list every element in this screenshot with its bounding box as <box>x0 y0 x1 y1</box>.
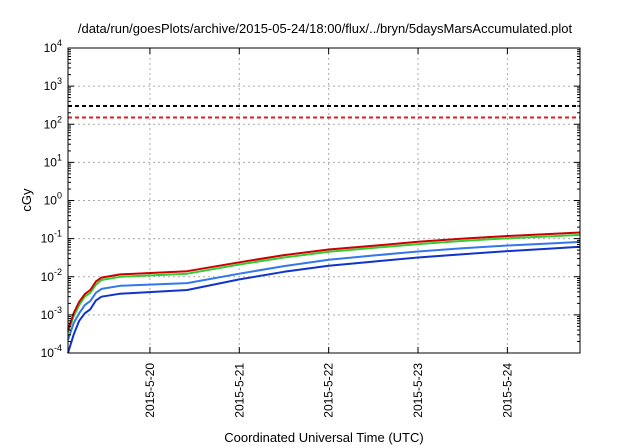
x-tick-label: 2015-5-23 <box>411 363 425 418</box>
y-tick-label: 10-1 <box>41 229 62 246</box>
y-tick-label: 100 <box>44 191 62 208</box>
y-tick-label: 103 <box>44 76 62 93</box>
y-tick-label: 101 <box>44 152 62 169</box>
grid <box>68 48 580 353</box>
y-tick-exponent: 2 <box>57 114 62 124</box>
y-tick-exponent: 3 <box>57 76 62 86</box>
y-tick-label: 102 <box>44 114 62 131</box>
y-tick-label: 104 <box>44 38 62 55</box>
y-tick-label: 10-3 <box>41 305 62 322</box>
y-tick-exponent: -3 <box>54 305 62 315</box>
x-tick-label: 2015-5-24 <box>500 363 514 418</box>
x-tick-label: 2015-5-20 <box>143 363 157 418</box>
y-axis-label: cGy <box>19 188 34 212</box>
y-tick-exponent: -1 <box>54 229 62 239</box>
series-line-red <box>67 231 581 331</box>
y-tick-exponent: 1 <box>57 152 62 162</box>
y-tick-exponent: -4 <box>54 343 62 353</box>
x-tick-label: 2015-5-21 <box>232 363 246 418</box>
series-line-lightblue <box>67 240 581 341</box>
series-line-blue <box>67 245 581 354</box>
y-tick-exponent: 0 <box>57 191 62 201</box>
y-tick-label: 10-2 <box>41 267 62 284</box>
chart-title: /data/run/goesPlots/archive/2015-05-24/1… <box>78 21 573 36</box>
x-axis: 2015-5-20 2015-5-21 2015-5-22 2015-5-23 2015… <box>143 48 514 418</box>
series-group <box>67 231 581 354</box>
series-line-green <box>67 233 581 333</box>
y-tick-exponent: 4 <box>57 38 62 48</box>
y-tick-label: 10-4 <box>41 343 62 360</box>
x-axis-label: Coordinated Universal Time (UTC) <box>224 430 423 445</box>
threshold-lines <box>68 105 580 119</box>
y-tick-exponent: -2 <box>54 267 62 277</box>
x-tick-label: 2015-5-22 <box>322 363 336 418</box>
